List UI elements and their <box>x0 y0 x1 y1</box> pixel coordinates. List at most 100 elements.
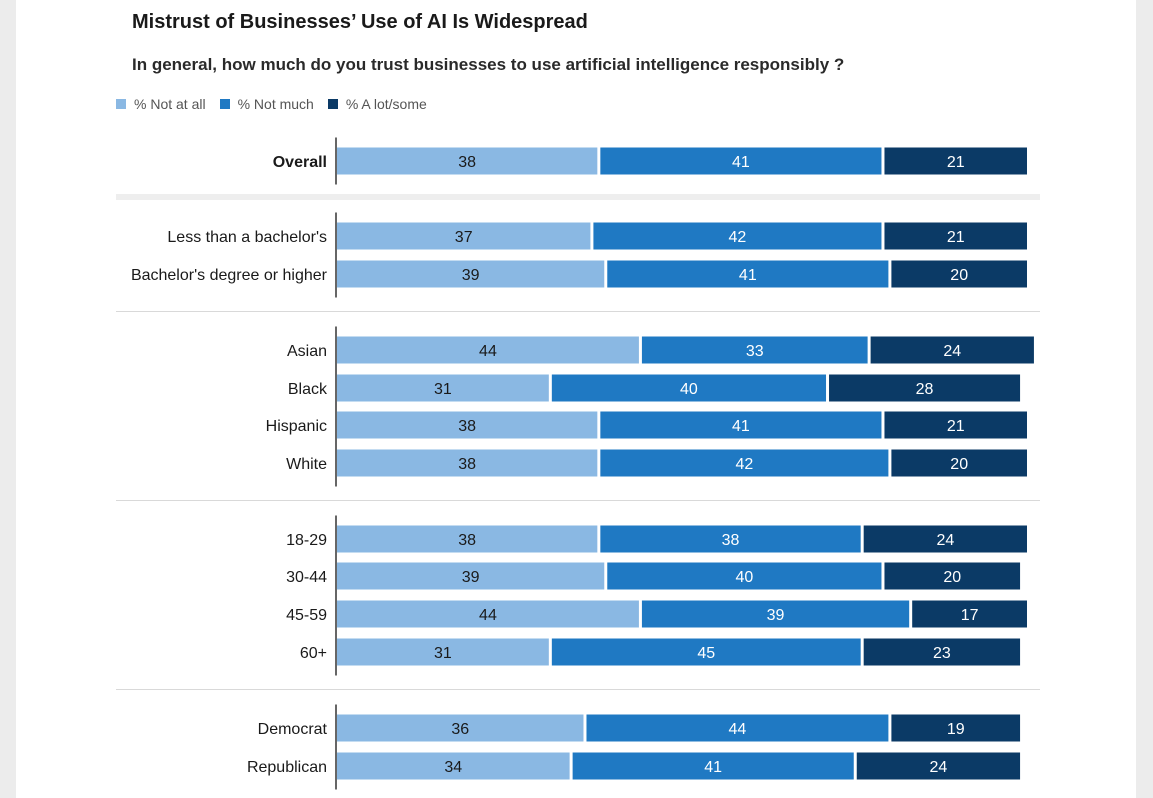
data-label-black-a-lot-some: 28 <box>916 381 934 398</box>
bar-democrat-a-lot-some <box>891 714 1021 742</box>
data-label-white-a-lot-some: 20 <box>950 456 968 473</box>
data-label-asian-not-at-all: 44 <box>479 343 497 360</box>
bar-asian-not-much <box>641 336 868 364</box>
row-label-overall: Overall <box>273 154 327 171</box>
bar-asian-not-at-all <box>337 336 639 364</box>
bar-hispanic-not-at-all <box>337 411 598 439</box>
data-label-18-29-not-much: 38 <box>722 532 740 549</box>
bar-white-not-at-all <box>337 449 598 477</box>
data-label-less-than-a-bachelor-s-a-lot-some: 21 <box>947 229 965 246</box>
row-label-30-44: 30-44 <box>286 569 327 586</box>
row-label-republican: Republican <box>247 759 327 776</box>
data-label-democrat-not-at-all: 36 <box>451 721 469 738</box>
bar-republican-not-much <box>572 752 854 780</box>
data-label-45-59-not-at-all: 44 <box>479 607 497 624</box>
legend-item-a-lot-some: % A lot/some <box>327 96 427 112</box>
data-label-white-not-much: 42 <box>735 456 753 473</box>
bar-less-than-a-bachelor-s-not-at-all <box>337 222 591 250</box>
data-label-30-44-a-lot-some: 20 <box>943 569 961 586</box>
chart-title: Mistrust of Businesses’ Use of AI Is Wid… <box>132 11 588 33</box>
data-label-18-29-not-at-all: 38 <box>458 532 476 549</box>
row-label-hispanic: Hispanic <box>266 418 327 435</box>
bar-45-59-not-at-all <box>337 600 639 628</box>
row-label-18-29: 18-29 <box>286 532 327 549</box>
data-label-republican-not-at-all: 34 <box>444 759 462 776</box>
legend-label-not-much: % Not much <box>237 96 314 112</box>
legend-item-not-at-all: % Not at all <box>116 96 206 112</box>
legend-swatch-not-much <box>219 99 230 109</box>
data-label-asian-not-much: 33 <box>746 343 764 360</box>
group-separator <box>116 500 1040 501</box>
bar-white-not-much <box>600 449 889 477</box>
bar-18-29-a-lot-some <box>863 525 1027 553</box>
bar-less-than-a-bachelor-s-a-lot-some <box>884 222 1027 250</box>
data-label-republican-a-lot-some: 24 <box>930 759 948 776</box>
group-separator <box>116 689 1040 690</box>
row-label-bachelor-s-degree-or-higher: Bachelor's degree or higher <box>131 267 328 284</box>
data-label-30-44-not-at-all: 39 <box>462 569 480 586</box>
bar-bachelor-s-degree-or-higher-a-lot-some <box>891 260 1027 288</box>
bar-bachelor-s-degree-or-higher-not-much <box>607 260 889 288</box>
data-label-less-than-a-bachelor-s-not-at-all: 37 <box>455 229 473 246</box>
chart-legend: % Not at all % Not much % A lot/some <box>116 96 441 112</box>
bar-asian-a-lot-some <box>870 336 1034 364</box>
chart-subtitle: In general, how much do you trust busine… <box>132 55 845 74</box>
data-label-hispanic-not-at-all: 38 <box>458 418 476 435</box>
bar-overall-a-lot-some <box>884 147 1027 175</box>
row-label-white: White <box>286 456 327 473</box>
data-label-60-not-at-all: 31 <box>434 645 452 662</box>
data-label-democrat-a-lot-some: 19 <box>947 721 965 738</box>
group-separator <box>116 194 1040 200</box>
bar-60-a-lot-some <box>863 638 1021 666</box>
data-label-hispanic-a-lot-some: 21 <box>947 418 965 435</box>
data-label-45-59-a-lot-some: 17 <box>961 607 979 624</box>
bar-18-29-not-much <box>600 525 861 553</box>
bar-overall-not-at-all <box>337 147 598 175</box>
data-label-60-not-much: 45 <box>697 645 715 662</box>
data-label-black-not-at-all: 31 <box>434 381 452 398</box>
bar-60-not-much <box>551 638 861 666</box>
bar-black-not-at-all <box>337 374 549 402</box>
bar-republican-not-at-all <box>337 752 570 780</box>
legend-swatch-a-lot-some <box>327 99 338 109</box>
data-label-overall-not-at-all: 38 <box>458 154 476 171</box>
data-label-white-not-at-all: 38 <box>458 456 476 473</box>
data-label-overall-not-much: 41 <box>732 154 750 171</box>
bar-60-not-at-all <box>337 638 549 666</box>
row-label-asian: Asian <box>287 343 327 360</box>
bar-less-than-a-bachelor-s-not-much <box>593 222 882 250</box>
bar-overall-not-much <box>600 147 882 175</box>
legend-label-not-at-all: % Not at all <box>134 96 206 112</box>
row-label-black: Black <box>288 381 328 398</box>
legend-item-not-much: % Not much <box>219 96 314 112</box>
data-label-hispanic-not-much: 41 <box>732 418 750 435</box>
data-label-black-not-much: 40 <box>680 381 698 398</box>
data-label-bachelor-s-degree-or-higher-not-much: 41 <box>739 267 757 284</box>
bar-democrat-not-much <box>586 714 889 742</box>
row-label-democrat: Democrat <box>258 721 328 738</box>
group-separator <box>116 311 1040 312</box>
bar-45-59-a-lot-some <box>912 600 1027 628</box>
data-label-democrat-not-much: 44 <box>729 721 747 738</box>
data-label-bachelor-s-degree-or-higher-not-at-all: 39 <box>462 267 480 284</box>
row-label-45-59: 45-59 <box>286 607 327 624</box>
bar-18-29-not-at-all <box>337 525 598 553</box>
legend-swatch-not-at-all <box>116 99 126 109</box>
data-label-asian-a-lot-some: 24 <box>943 343 961 360</box>
bar-black-a-lot-some <box>829 374 1021 402</box>
bar-bachelor-s-degree-or-higher-not-at-all <box>337 260 605 288</box>
legend-label-a-lot-some: % A lot/some <box>345 96 427 112</box>
bar-30-44-a-lot-some <box>884 562 1021 590</box>
data-label-30-44-not-much: 40 <box>735 569 753 586</box>
data-label-18-29-a-lot-some: 24 <box>936 532 954 549</box>
bar-white-a-lot-some <box>891 449 1027 477</box>
bar-hispanic-not-much <box>600 411 882 439</box>
bar-30-44-not-much <box>607 562 882 590</box>
row-label-60: 60+ <box>300 645 327 662</box>
row-label-less-than-a-bachelor-s: Less than a bachelor's <box>167 229 327 246</box>
bar-30-44-not-at-all <box>337 562 605 590</box>
bar-45-59-not-much <box>641 600 910 628</box>
bar-black-not-much <box>551 374 827 402</box>
data-label-60-a-lot-some: 23 <box>933 645 951 662</box>
